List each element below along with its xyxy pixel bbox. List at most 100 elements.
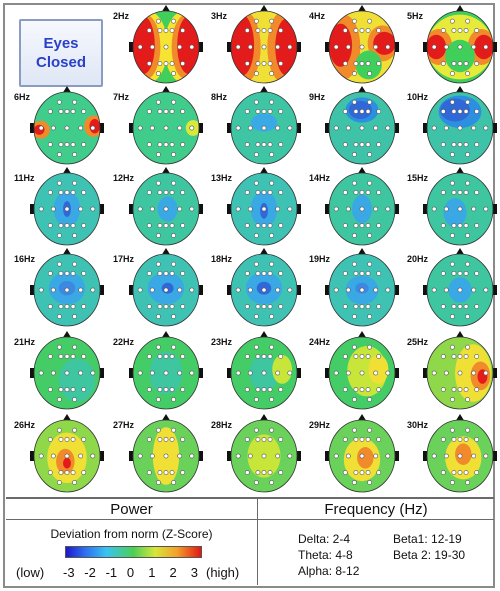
electrode bbox=[50, 370, 56, 376]
electrode bbox=[169, 437, 175, 442]
electrode bbox=[189, 44, 195, 50]
electrode bbox=[247, 44, 253, 50]
head-outline bbox=[132, 253, 200, 327]
right-ear-marker bbox=[394, 123, 399, 133]
right-ear-marker bbox=[296, 123, 301, 133]
electrode bbox=[255, 61, 261, 66]
head-map: 23Hz bbox=[211, 331, 301, 410]
electrode bbox=[278, 354, 284, 359]
electrode bbox=[171, 71, 176, 76]
electrode bbox=[463, 190, 469, 195]
electrode bbox=[261, 387, 267, 392]
electrode bbox=[353, 387, 359, 392]
electrode bbox=[146, 109, 152, 114]
head-map: 20Hz bbox=[407, 248, 497, 327]
electrode bbox=[81, 470, 87, 475]
electrode bbox=[359, 271, 365, 276]
electrode bbox=[58, 190, 64, 195]
electrode bbox=[244, 61, 250, 66]
head-outline bbox=[426, 419, 494, 493]
electrode bbox=[443, 370, 449, 376]
head-outline bbox=[132, 419, 200, 493]
electrode bbox=[244, 354, 250, 359]
electrode bbox=[137, 206, 143, 212]
electrode bbox=[267, 387, 273, 392]
electrode bbox=[57, 344, 62, 350]
electrode bbox=[157, 142, 163, 147]
head-map: 18Hz bbox=[211, 248, 301, 327]
power-region bbox=[161, 282, 174, 294]
electrode bbox=[269, 261, 274, 267]
electrode bbox=[177, 370, 183, 376]
electrode bbox=[244, 271, 250, 276]
electrode bbox=[385, 44, 391, 50]
electrode bbox=[352, 427, 357, 433]
electrode bbox=[72, 233, 77, 238]
head-outline bbox=[426, 91, 494, 165]
electrode bbox=[450, 480, 455, 485]
electrode bbox=[146, 28, 152, 33]
electrode bbox=[450, 180, 455, 186]
electrode bbox=[359, 437, 365, 442]
electrode bbox=[359, 470, 365, 475]
left-ear-marker bbox=[30, 451, 35, 461]
electrode bbox=[359, 387, 365, 392]
electrode bbox=[450, 18, 455, 24]
right-ear-marker bbox=[296, 204, 301, 214]
electrode bbox=[450, 233, 455, 238]
electrode bbox=[81, 387, 87, 392]
electrode bbox=[244, 28, 250, 33]
electrode bbox=[451, 28, 457, 33]
electrode bbox=[353, 142, 359, 147]
electrode bbox=[457, 437, 463, 442]
electrode bbox=[373, 287, 379, 293]
electrode bbox=[177, 453, 183, 459]
electrode bbox=[457, 304, 463, 309]
head-outline bbox=[33, 172, 101, 246]
electrode bbox=[171, 99, 176, 105]
right-ear-marker bbox=[198, 451, 203, 461]
electrode bbox=[353, 304, 359, 309]
head-map: 21Hz bbox=[14, 331, 104, 410]
electrode bbox=[171, 261, 176, 267]
electrode bbox=[254, 427, 259, 433]
electrode bbox=[163, 28, 169, 33]
electrode bbox=[156, 71, 161, 76]
electrode bbox=[261, 304, 267, 309]
electrode bbox=[58, 271, 64, 276]
electrode bbox=[345, 125, 351, 131]
colorbar-tick: 1 bbox=[148, 565, 156, 580]
electrode bbox=[70, 109, 76, 114]
electrode bbox=[255, 190, 261, 195]
electrode bbox=[385, 370, 391, 376]
power-region bbox=[368, 355, 389, 384]
left-ear-marker bbox=[423, 285, 428, 295]
electrode bbox=[244, 142, 250, 147]
electrode bbox=[57, 397, 62, 402]
electrode bbox=[81, 437, 87, 442]
electrode bbox=[367, 480, 372, 485]
electrode bbox=[443, 453, 449, 459]
electrode bbox=[146, 470, 152, 475]
electrode bbox=[385, 453, 391, 459]
right-ear-marker bbox=[198, 285, 203, 295]
head-map: 9Hz bbox=[309, 86, 399, 165]
electrode bbox=[157, 271, 163, 276]
left-ear-marker bbox=[227, 42, 232, 52]
electrode bbox=[57, 314, 62, 319]
electrode bbox=[70, 304, 76, 309]
electrode bbox=[50, 206, 56, 212]
electrode bbox=[261, 142, 267, 147]
left-ear-marker bbox=[129, 123, 134, 133]
head-map: 10Hz bbox=[407, 86, 497, 165]
electrode bbox=[267, 354, 273, 359]
electrode bbox=[278, 190, 284, 195]
frequency-label: 21Hz bbox=[14, 337, 36, 347]
electrode bbox=[70, 223, 76, 228]
head-map: 7Hz bbox=[113, 86, 203, 165]
electrode bbox=[156, 344, 161, 350]
electrode bbox=[440, 304, 446, 309]
electrode bbox=[450, 397, 455, 402]
frequency-label: 13Hz bbox=[211, 173, 233, 183]
electrode bbox=[275, 370, 281, 376]
